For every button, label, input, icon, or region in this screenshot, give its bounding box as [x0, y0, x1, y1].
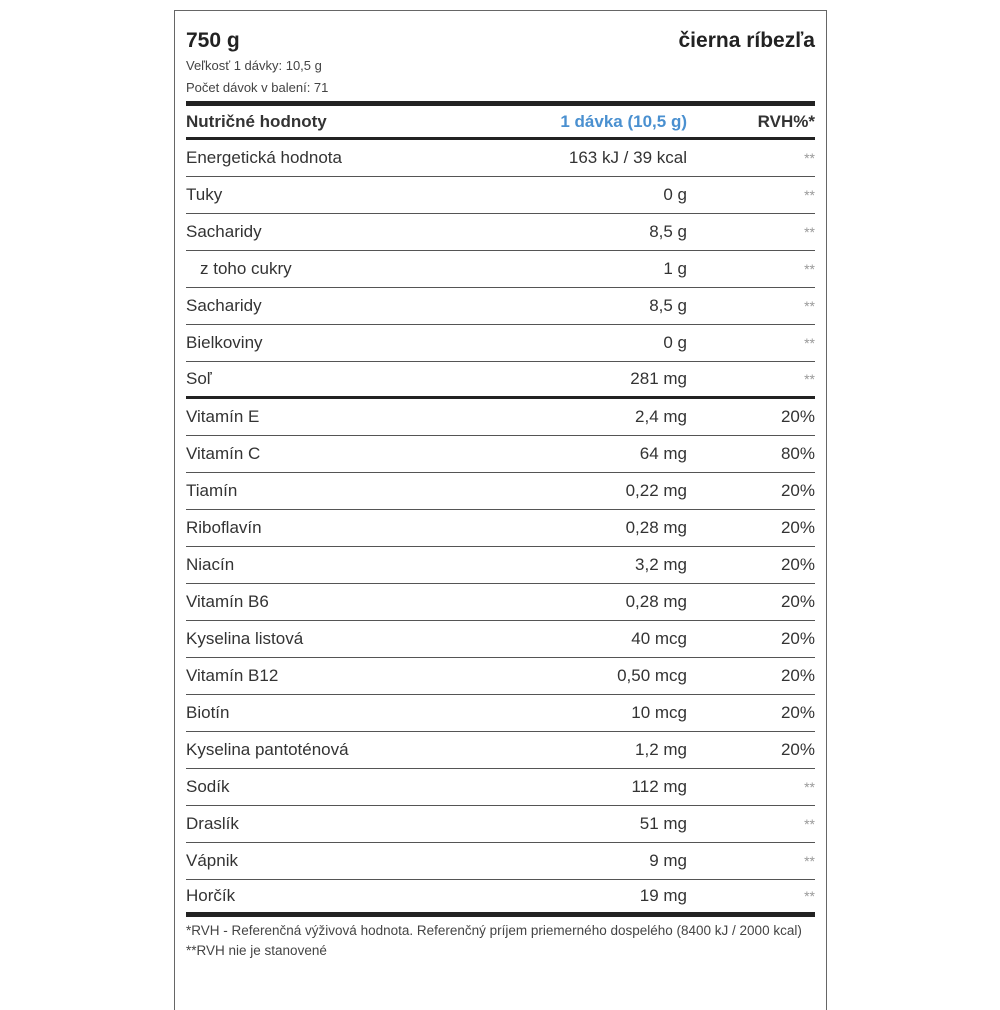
nutrient-name: Kyselina pantoténová — [186, 740, 349, 759]
table-row: Vitamín C 64 mg 80% — [186, 436, 815, 473]
table-row: z toho cukry 1 g ** — [186, 251, 815, 288]
label-header: 750 g čierna ríbezľa — [186, 11, 815, 55]
nutrient-rvh: ** — [804, 187, 815, 203]
nutrient-rvh: ** — [804, 298, 815, 314]
table-header: Nutričné hodnoty 1 dávka (10,5 g) RVH%* — [186, 101, 815, 140]
nutrient-name: Sodík — [186, 777, 230, 796]
nutrient-name: Vitamín B6 — [186, 592, 269, 611]
nutrient-name: Vitamín B12 — [186, 666, 279, 685]
nutrient-rvh: 20% — [780, 555, 815, 574]
footnotes: *RVH - Referenčná výživová hodnota. Refe… — [186, 921, 815, 961]
nutrient-rvh: 20% — [780, 666, 815, 685]
nutrient-name: Soľ — [186, 369, 212, 388]
table-row: Vápnik 9 mg ** — [186, 843, 815, 880]
nutrient-value: 112 mg — [631, 777, 687, 796]
footnote-rvh: *RVH - Referenčná výživová hodnota. Refe… — [186, 923, 802, 938]
nutrient-rvh: ** — [804, 335, 815, 351]
nutrient-value: 0,22 mg — [625, 481, 687, 500]
table-row: Draslík 51 mg ** — [186, 806, 815, 843]
nutrient-rvh: ** — [804, 816, 815, 832]
nutrient-value: 0,50 mcg — [617, 666, 687, 685]
nutrient-name: Tuky — [186, 185, 223, 204]
nutrient-name: Biotín — [186, 703, 230, 722]
nutrient-value: 0,28 mg — [625, 592, 687, 611]
nutrient-name: Energetická hodnota — [186, 148, 342, 167]
nutrient-value: 0 g — [663, 333, 687, 352]
servings-per-pack: Počet dávok v balení: 71 — [186, 80, 329, 95]
nutrient-name: z toho cukry — [200, 259, 292, 278]
nutrient-value: 163 kJ / 39 kcal — [568, 148, 687, 167]
nutrient-name: Tiamín — [186, 481, 238, 500]
nutrient-rvh: 20% — [780, 629, 815, 648]
nutrient-value: 8,5 g — [649, 296, 687, 315]
nutrient-name: Vápnik — [186, 851, 238, 870]
table-row: Vitamín B6 0,28 mg 20% — [186, 584, 815, 621]
serving-size: Veľkosť 1 dávky: 10,5 g — [186, 58, 322, 73]
nutrient-value: 0,28 mg — [625, 518, 687, 537]
table-row: Tiamín 0,22 mg 20% — [186, 473, 815, 510]
nutrient-rvh: 20% — [780, 407, 815, 426]
nutrient-value: 1 g — [663, 259, 687, 278]
nutrient-rvh: ** — [804, 779, 815, 795]
table-row: Kyselina pantoténová 1,2 mg 20% — [186, 732, 815, 769]
nutrient-name: Sacharidy — [186, 296, 262, 315]
nutrient-value: 9 mg — [649, 851, 687, 870]
nutrient-value: 3,2 mg — [635, 555, 687, 574]
nutrient-rvh: ** — [804, 888, 815, 904]
table-row: Horčík 19 mg ** — [186, 880, 815, 917]
nutrient-rvh: ** — [804, 224, 815, 240]
nutrient-value: 2,4 mg — [635, 407, 687, 426]
nutrient-rvh: ** — [804, 371, 815, 387]
nutrient-name: Kyselina listová — [186, 629, 304, 648]
table-row: Sacharidy 8,5 g ** — [186, 288, 815, 325]
nutrient-rvh: 20% — [780, 703, 815, 722]
nutrient-rvh: ** — [804, 261, 815, 277]
package-weight: 750 g — [186, 29, 240, 52]
table-row: Energetická hodnota 163 kJ / 39 kcal ** — [186, 140, 815, 177]
nutrient-rvh: 20% — [780, 481, 815, 500]
table-row: Tuky 0 g ** — [186, 177, 815, 214]
nutrient-value: 51 mg — [639, 814, 687, 833]
nutrient-name: Vitamín C — [186, 444, 261, 463]
table-row: Sacharidy 8,5 g ** — [186, 214, 815, 251]
nutrient-value: 40 mcg — [631, 629, 687, 648]
nutrient-value: 64 mg — [639, 444, 687, 463]
table-row: Sodík 112 mg ** — [186, 769, 815, 806]
nutrient-name: Riboflavín — [186, 518, 262, 537]
nutrition-label: 750 g čierna ríbezľa Veľkosť 1 dávky: 10… — [174, 10, 827, 1010]
table-row: Biotín 10 mcg 20% — [186, 695, 815, 732]
footnote-not-set: **RVH nie je stanovené — [186, 943, 327, 958]
table-row: Soľ 281 mg ** — [186, 362, 815, 399]
flavor: čierna ríbezľa — [678, 29, 816, 52]
nutrient-name: Horčík — [186, 886, 236, 905]
table-row: Riboflavín 0,28 mg 20% — [186, 510, 815, 547]
nutrient-value: 8,5 g — [649, 222, 687, 241]
nutrient-rvh: 20% — [780, 518, 815, 537]
nutrient-name: Sacharidy — [186, 222, 262, 241]
nutrient-rvh: 20% — [780, 592, 815, 611]
column-rvh: RVH%* — [757, 111, 815, 131]
table-row: Kyselina listová 40 mcg 20% — [186, 621, 815, 658]
nutrient-rvh: ** — [804, 853, 815, 869]
nutrient-rvh: 20% — [780, 740, 815, 759]
nutrient-value: 19 mg — [639, 886, 687, 905]
nutrient-name: Draslík — [186, 814, 239, 833]
nutrient-name: Vitamín E — [186, 407, 260, 426]
nutrient-rvh: ** — [804, 150, 815, 166]
table-row: Bielkoviny 0 g ** — [186, 325, 815, 362]
nutrient-value: 0 g — [663, 185, 687, 204]
column-serving: 1 dávka (10,5 g) — [560, 111, 687, 131]
table-body: Energetická hodnota 163 kJ / 39 kcal ** Tuk… — [186, 140, 815, 917]
table-row: Vitamín E 2,4 mg 20% — [186, 399, 815, 436]
nutrient-value: 10 mcg — [631, 703, 687, 722]
column-nutrients: Nutričné hodnoty — [186, 111, 327, 131]
nutrient-name: Niacín — [186, 555, 235, 574]
nutrient-name: Bielkoviny — [186, 333, 263, 352]
nutrient-value: 281 mg — [630, 369, 687, 388]
nutrient-rvh: 80% — [780, 444, 815, 463]
table-row: Vitamín B12 0,50 mcg 20% — [186, 658, 815, 695]
table-row: Niacín 3,2 mg 20% — [186, 547, 815, 584]
nutrient-value: 1,2 mg — [635, 740, 687, 759]
